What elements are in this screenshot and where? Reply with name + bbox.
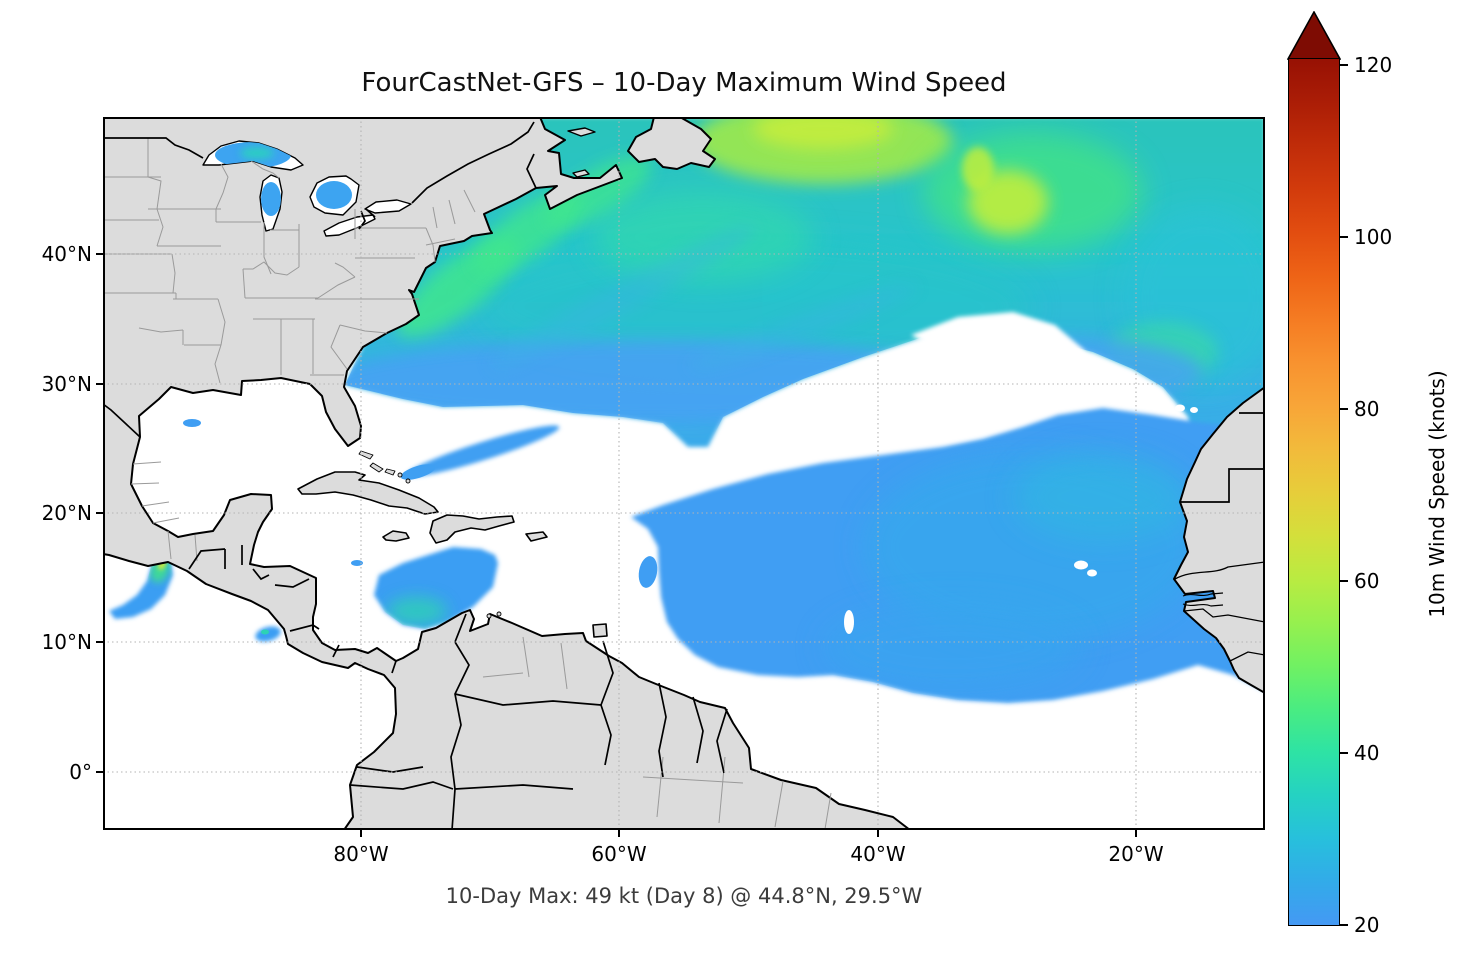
colorbar-tick-label: 40: [1354, 741, 1380, 765]
colorbar-tick-label: 60: [1354, 569, 1380, 593]
colorbar-tick: [1340, 408, 1348, 410]
gridlines: [103, 117, 1265, 830]
cuba: [297, 471, 439, 515]
x-tick-mark: [1135, 830, 1137, 837]
x-tick-label: 20°W: [1108, 842, 1164, 866]
x-tick-label: 40°W: [850, 842, 906, 866]
x-tick-mark: [360, 830, 362, 837]
colorbar-tick: [1340, 64, 1348, 66]
colorbar-tick-label: 80: [1354, 397, 1380, 421]
colorbar-tick: [1340, 924, 1348, 926]
y-tick-label: 0°: [69, 760, 92, 784]
colorbar-tick: [1340, 236, 1348, 238]
colorbar-tick: [1340, 580, 1348, 582]
y-tick-mark: [96, 771, 103, 773]
colorbar-tick-label: 20: [1354, 913, 1380, 937]
y-tick-label: 20°N: [41, 501, 92, 525]
caribbean-islands: [297, 471, 608, 638]
anticosti-island: [567, 127, 596, 137]
jamaica: [382, 530, 410, 542]
x-tick-label: 80°W: [333, 842, 389, 866]
landmasses: [103, 117, 1265, 830]
bahamas: [358, 450, 502, 619]
y-tick-mark: [96, 512, 103, 514]
x-tick-mark: [618, 830, 620, 837]
y-tick-mark: [96, 383, 103, 385]
country-boundaries: [103, 121, 1265, 830]
colorbar-axis-label: 10m Wind Speed (knots): [1425, 370, 1449, 618]
y-tick-mark: [96, 253, 103, 255]
y-tick-label: 30°N: [41, 372, 92, 396]
max-annotation: 10-Day Max: 49 kt (Day 8) @ 44.8°N, 29.5…: [445, 884, 923, 908]
plot-frame: [103, 117, 1265, 830]
state-boundaries: [103, 138, 832, 830]
chart-title: FourCastNet-GFS – 10-Day Maximum Wind Sp…: [361, 68, 1007, 98]
lake-wind-patches: [215, 142, 352, 216]
x-tick-label: 60°W: [591, 842, 647, 866]
x-tick-mark: [877, 830, 879, 837]
colorbar-tick-label: 100: [1354, 225, 1393, 249]
prince-edward-island: [572, 169, 590, 178]
hispaniola: [429, 514, 515, 544]
colorbar-tick-label: 120: [1354, 53, 1393, 77]
y-tick-mark: [96, 641, 103, 643]
map-plot-area: [103, 117, 1265, 830]
colorbar-extend-arrow: [1287, 11, 1341, 60]
colorbar-tick: [1340, 752, 1348, 754]
puerto-rico: [525, 531, 548, 542]
y-tick-label: 40°N: [41, 242, 92, 266]
trinidad: [592, 623, 608, 638]
africa-landmass: [1173, 386, 1265, 694]
wind-speed-field: [109, 117, 1265, 703]
newfoundland-island: [627, 117, 716, 170]
colorbar: [1288, 58, 1340, 926]
americas-landmass: [103, 117, 911, 830]
y-tick-label: 10°N: [41, 630, 92, 654]
